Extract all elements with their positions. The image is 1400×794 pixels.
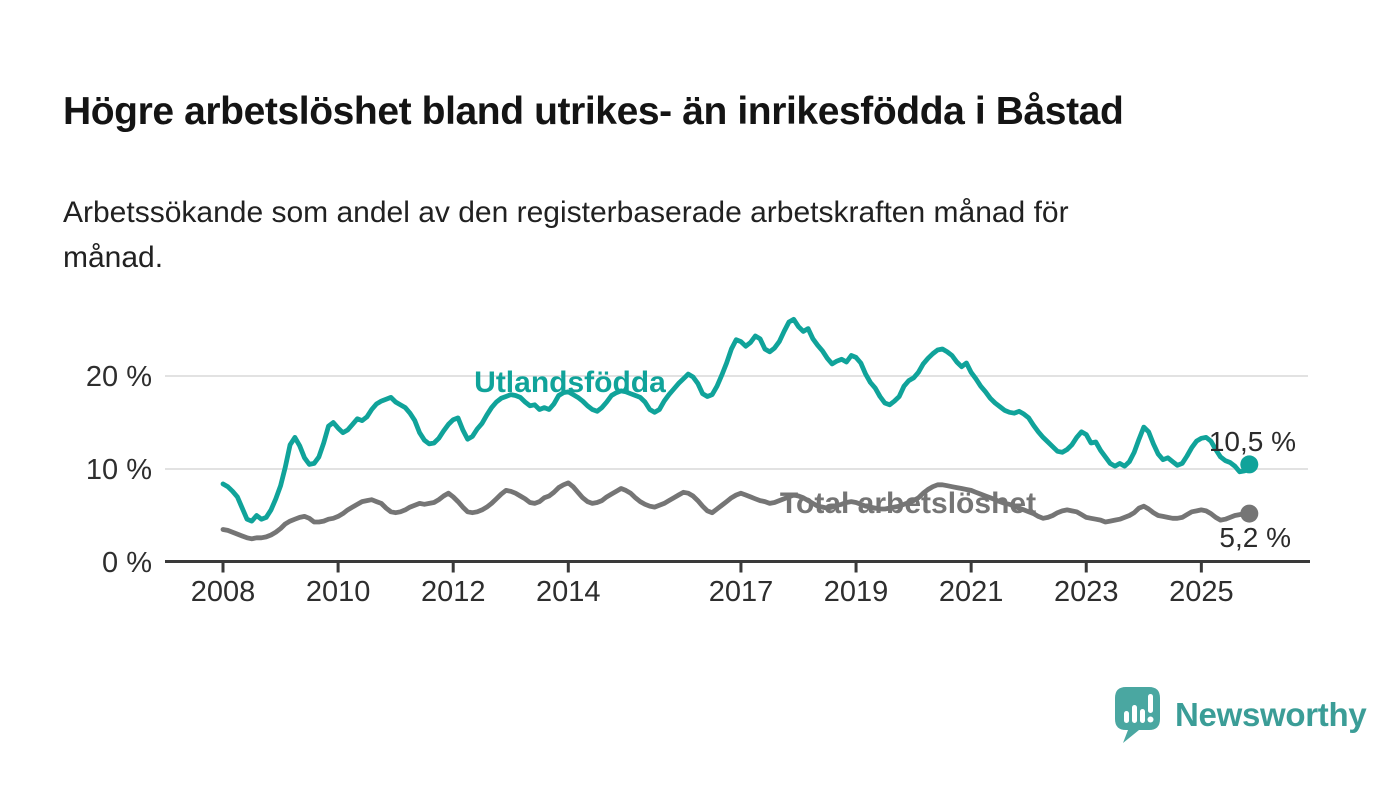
x-axis-label-2008: 2008 <box>191 576 256 608</box>
x-axis-label-2023: 2023 <box>1054 576 1119 608</box>
x-axis-label-2010: 2010 <box>306 576 371 608</box>
logo-bar-3 <box>1140 709 1145 723</box>
chart-subtitle-line2: månad. <box>63 241 164 274</box>
y-axis-label-20: 20 % <box>86 361 152 393</box>
series-end-dot-1 <box>1240 504 1259 523</box>
newsworthy-logo-icon <box>1115 687 1160 743</box>
chart-subtitle-line1: Arbetssökande som andel av den registerb… <box>63 196 1069 229</box>
series-group <box>220 316 1259 542</box>
series-label-utlandsfodda: Utlandsfödda <box>474 366 666 399</box>
y-axis-label-10: 10 % <box>86 454 152 486</box>
end-value-label-utlandsfodda: 10,5 % <box>1209 426 1296 457</box>
logo-bar-1 <box>1124 711 1129 723</box>
chart-subtitle: Arbetssökande som andel av den registerb… <box>63 190 1323 280</box>
end-value-label-total: 5,2 % <box>1219 522 1291 553</box>
series-line-1 <box>220 480 1252 542</box>
gridlines-group <box>165 375 1308 470</box>
x-axis-label-2012: 2012 <box>421 576 486 608</box>
logo-speech-bubble <box>1115 687 1160 743</box>
logo-exclamation-bar <box>1148 694 1153 713</box>
y-axis-labels-group: 0 % 10 % 20 % <box>86 361 152 579</box>
x-axis-group: 2008 2010 2012 2014 2017 2019 2021 2023 2025 <box>165 560 1310 608</box>
logo-bar-2 <box>1132 705 1137 723</box>
series-end-dot-0 <box>1240 455 1259 474</box>
series-label-total-arbetsloshet: Total arbetslöshet <box>780 487 1036 520</box>
x-axis-label-2021: 2021 <box>939 576 1004 608</box>
brand-name: Newsworthy <box>1175 696 1367 733</box>
newsworthy-logo: Newsworthy <box>1114 686 1367 744</box>
x-axis-label-2017: 2017 <box>709 576 774 608</box>
logo-exclamation-dot <box>1147 716 1154 723</box>
series-line-0 <box>220 316 1252 524</box>
x-axis-label-2025: 2025 <box>1169 576 1234 608</box>
y-axis-label-0: 0 % <box>102 547 152 579</box>
x-axis-label-2014: 2014 <box>536 576 601 608</box>
page-title: Högre arbetslöshet bland utrikes- än inr… <box>63 90 1124 134</box>
x-axis-label-2019: 2019 <box>824 576 889 608</box>
